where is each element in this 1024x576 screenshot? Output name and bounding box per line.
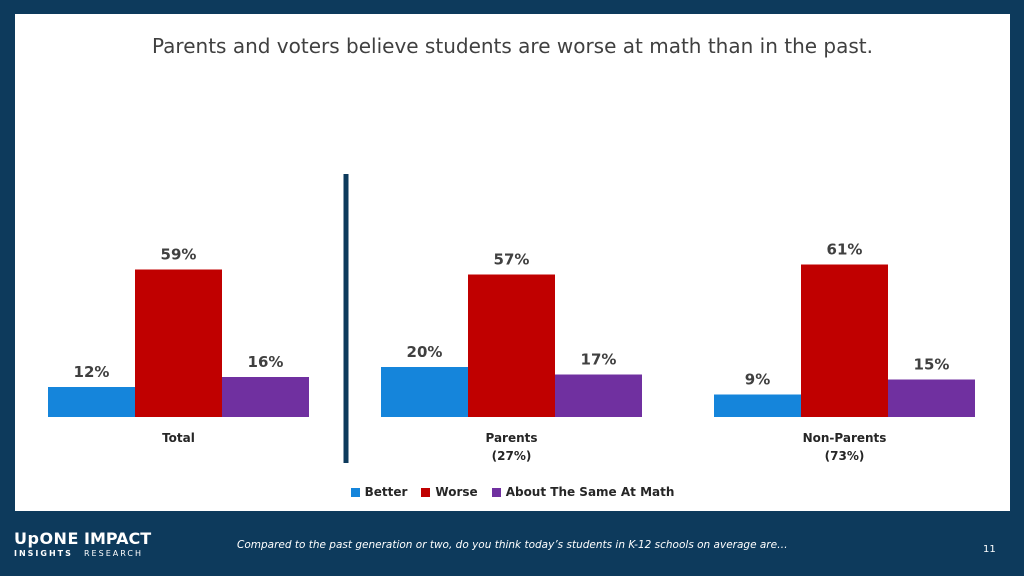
bar-chart: 12% 59% 16% Total 20% 57% 17% Parents (27%) 9% 61%…: [48, 174, 975, 463]
category-label-parents: Parents (27%): [485, 431, 537, 463]
logo-text-research: RESEARCH: [84, 549, 143, 558]
data-label-about-the-same-at-math-parents: 17%: [581, 351, 617, 369]
bar-better-total: [48, 387, 135, 417]
data-label-about-the-same-at-math-non-parents: 15%: [914, 356, 950, 374]
legend-item-worse: Worse: [421, 485, 478, 499]
bar-about-the-same-at-math-parents: [555, 374, 642, 417]
category-label-total: Total: [162, 431, 195, 445]
survey-question: Compared to the past generation or two, …: [237, 539, 788, 551]
legend-swatch-worse: [421, 487, 431, 497]
logo-text-insights: INSIGHTS: [14, 549, 73, 558]
bar-worse-parents: [468, 274, 555, 417]
bar-about-the-same-at-math-non-parents: [888, 379, 975, 417]
legend-item-better: Better: [350, 485, 408, 499]
data-label-about-the-same-at-math-total: 16%: [248, 353, 284, 371]
page-number: 11: [983, 544, 996, 555]
bar-better-parents: [381, 367, 468, 417]
legend-label-worse: Worse: [435, 485, 478, 499]
data-label-worse-total: 59%: [161, 246, 197, 264]
data-label-worse-non-parents: 61%: [827, 241, 863, 259]
legend-label-better: Better: [364, 485, 408, 499]
legend-item-about-the-same-at-math: About The Same At Math: [491, 485, 675, 499]
data-label-better-non-parents: 9%: [745, 371, 770, 389]
legend-swatch-better: [350, 487, 360, 497]
chart-legend: Better Worse About The Same At Math: [15, 485, 1010, 499]
logo-text-impact: IMPACT: [84, 529, 152, 548]
legend-swatch-about-the-same-at-math: [491, 487, 501, 497]
bar-worse-non-parents: [801, 264, 888, 417]
footer-bar: UpONE IMPACT INSIGHTS RESEARCH Compared …: [0, 511, 1024, 576]
chart-title: Parents and voters believe students are …: [152, 34, 873, 58]
category-label-non-parents: Non-Parents (73%): [803, 431, 887, 463]
bar-about-the-same-at-math-total: [222, 377, 309, 417]
logo-text-upone: UpONE: [14, 529, 79, 548]
bar-better-non-parents: [714, 394, 801, 417]
legend-label-about-the-same-at-math: About The Same At Math: [505, 485, 675, 499]
data-label-worse-parents: 57%: [494, 251, 530, 269]
data-label-better-parents: 20%: [407, 343, 443, 361]
slide-panel: Parents and voters believe students are …: [15, 14, 1010, 511]
company-logo: UpONE IMPACT INSIGHTS RESEARCH: [14, 529, 154, 563]
data-label-better-total: 12%: [74, 363, 110, 381]
bar-worse-total: [135, 269, 222, 417]
